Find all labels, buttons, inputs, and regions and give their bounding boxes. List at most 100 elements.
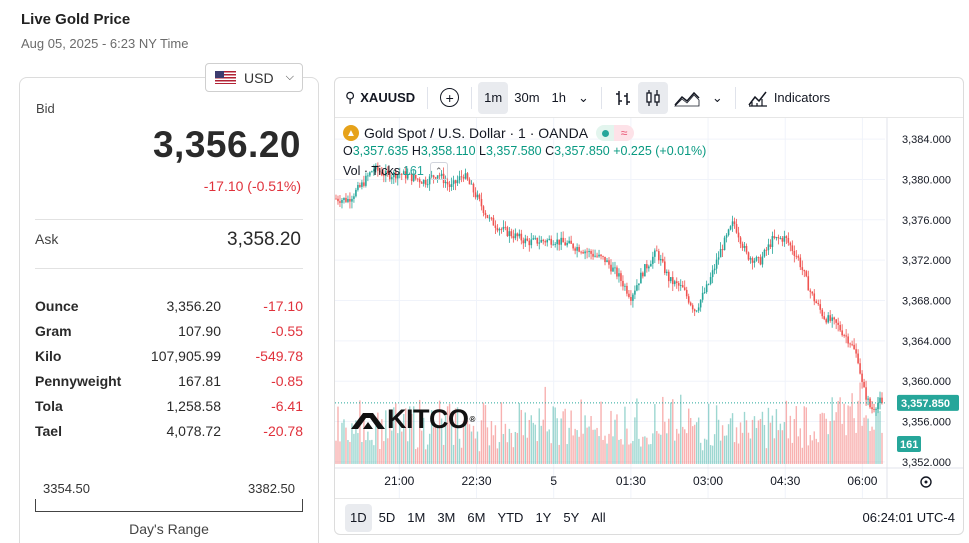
volume-bar [582, 433, 584, 464]
range-3m[interactable]: 3M [437, 510, 456, 525]
symbol-label: XAUUSD [360, 90, 416, 105]
volume-bar [632, 440, 634, 464]
volume-bar [835, 412, 837, 464]
candle-body [355, 189, 357, 197]
volume-bar [375, 425, 377, 464]
y-tick-label: 3,356.000 [902, 417, 951, 429]
candle-body [446, 181, 449, 185]
interval-1h[interactable]: 1h [551, 90, 566, 105]
chart-type-dropdown[interactable]: ⌄ [706, 82, 729, 114]
volume-bar [664, 421, 666, 464]
volume-bar [349, 441, 351, 464]
candle-body [767, 244, 770, 251]
settings-gear-icon [920, 476, 932, 488]
interval-30m[interactable]: 30m [514, 90, 540, 105]
symbol-search-button[interactable]: ⚲ XAUUSD [335, 82, 421, 114]
candle-body [361, 182, 363, 187]
range-all[interactable]: All [591, 510, 606, 525]
candle-body [590, 251, 592, 254]
candle-body [600, 254, 602, 257]
range-6m[interactable]: 6M [467, 510, 486, 525]
volume-bar [735, 427, 738, 464]
candle-body [339, 201, 341, 203]
volume-bar [809, 435, 811, 464]
candle-body [526, 238, 529, 241]
volume-bar [572, 435, 574, 464]
candle-body [777, 237, 780, 239]
delayed-data-icon: ≈ [614, 125, 635, 141]
volume-bar [783, 422, 786, 464]
volume-bar [733, 442, 736, 464]
collapse-legend-button[interactable]: ⌃ [429, 162, 448, 180]
candle-body [711, 270, 714, 278]
volume-bar [552, 406, 554, 464]
candle-style-button[interactable] [637, 81, 668, 114]
candle-body [811, 291, 814, 294]
volume-bar [560, 418, 562, 464]
candle-body [761, 256, 764, 265]
unit-row: Tola 1,258.58 -6.41 [35, 393, 303, 418]
candle-body [663, 261, 666, 274]
interval-1m[interactable]: 1m [478, 81, 509, 114]
volume-bar [584, 415, 586, 464]
unit-price: 107.90 [178, 322, 221, 339]
volume-bar [713, 434, 716, 464]
candle-body [681, 285, 684, 288]
volume-bar [851, 393, 853, 464]
kitco-wordmark: KITCO [387, 404, 469, 434]
candle-body [741, 243, 744, 248]
area-style-button[interactable] [668, 82, 706, 114]
candle-body [638, 283, 640, 286]
volume-bar [873, 429, 875, 464]
volume-bar [867, 418, 869, 464]
compare-button[interactable]: + [434, 82, 465, 114]
volume-bar [550, 443, 552, 464]
candle-body [472, 183, 475, 193]
volume-bar [536, 441, 538, 464]
x-tick-label: 04:30 [770, 474, 800, 488]
volume-bar [757, 420, 760, 464]
range-1m[interactable]: 1M [407, 510, 426, 525]
candle-body [522, 240, 525, 244]
volume-bar [863, 417, 865, 464]
range-ytd[interactable]: YTD [497, 510, 524, 525]
candle-body [406, 174, 409, 179]
volume-bar [588, 426, 590, 464]
volume-bar [532, 422, 534, 464]
candle-body [612, 267, 614, 272]
range-1y[interactable]: 1Y [535, 510, 552, 525]
range-5y[interactable]: 5Y [563, 510, 580, 525]
candle-body [351, 198, 353, 202]
currency-select[interactable]: USD ⌵ [205, 63, 303, 92]
candle-body [570, 240, 572, 244]
y-tick-label: 3,372.000 [902, 255, 951, 267]
volume-bar [680, 394, 682, 464]
candle-body [390, 177, 393, 180]
volume-bar [743, 411, 746, 464]
candle-body [532, 238, 535, 240]
candle-body [785, 236, 788, 238]
candle-body [363, 182, 365, 186]
candle-body [470, 183, 473, 185]
volume-bar [343, 419, 345, 464]
volume-bar [777, 430, 780, 464]
volume-bar [819, 413, 821, 464]
volume-bar [494, 425, 497, 464]
volume-bar [630, 443, 632, 464]
candle-body [572, 243, 574, 249]
candle-body [879, 397, 881, 404]
candle-body [371, 171, 373, 173]
candle-body [474, 192, 477, 198]
candle-body [552, 244, 555, 246]
candle-body [869, 398, 871, 408]
volume-bar [416, 447, 419, 464]
range-1d[interactable]: 1D [345, 503, 372, 532]
volume-bar [395, 403, 397, 464]
bar-style-button[interactable] [608, 82, 638, 114]
interval-dropdown[interactable]: ⌄ [572, 82, 595, 114]
candle-body [558, 239, 560, 245]
range-5d[interactable]: 5D [378, 510, 396, 525]
indicators-button[interactable]: Indicators [742, 82, 836, 114]
candle-body [408, 173, 411, 175]
chevron-down-icon: ⌄ [578, 89, 589, 105]
